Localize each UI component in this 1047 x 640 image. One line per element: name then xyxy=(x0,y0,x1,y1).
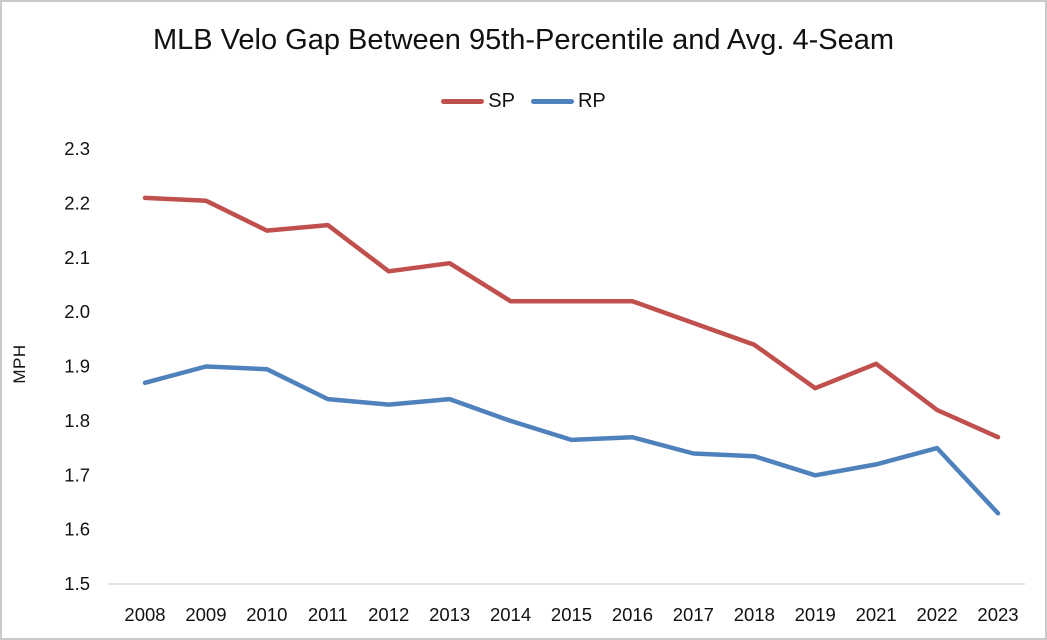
chart-legend: SP RP xyxy=(2,90,1045,113)
y-axis-tick-label: 2.0 xyxy=(64,301,90,322)
x-axis-tick-label: 2014 xyxy=(490,604,531,625)
x-axis-tick-label: 2021 xyxy=(856,604,897,625)
legend-label-sp: SP xyxy=(488,90,515,112)
x-axis-tick-label: 2019 xyxy=(795,604,836,625)
y-axis-tick-label: 2.3 xyxy=(64,138,90,159)
series-line-rp xyxy=(142,364,1001,516)
x-axis-tick-label: 2016 xyxy=(612,604,653,625)
x-axis-tick-label: 2015 xyxy=(551,604,592,625)
legend-item-sp: SP xyxy=(441,90,515,113)
x-axis-tick-label: 2023 xyxy=(977,604,1018,625)
y-axis-tick-label: 1.9 xyxy=(64,356,90,377)
legend-swatch-rp xyxy=(530,99,574,104)
legend-swatch-sp xyxy=(441,99,485,104)
y-axis-tick-label: 1.6 xyxy=(64,519,90,540)
series-line-sp xyxy=(142,195,1001,440)
y-axis-tick-label: 1.5 xyxy=(64,573,90,594)
y-axis-tick-label: 1.8 xyxy=(64,410,90,431)
x-axis-tick-label: 2010 xyxy=(246,604,287,625)
legend-label-rp: RP xyxy=(577,90,606,112)
y-axis-tick-label: 2.2 xyxy=(64,192,90,213)
x-axis-tick-label: 2013 xyxy=(429,604,470,625)
y-axis-tick-label: 1.7 xyxy=(64,464,90,485)
y-axis-tick-label: 2.1 xyxy=(64,247,90,268)
x-axis-tick-label: 2008 xyxy=(124,604,165,625)
x-axis-tick-label: 2018 xyxy=(734,604,775,625)
x-axis-tick-label: 2009 xyxy=(185,604,226,625)
y-axis-title: MPH xyxy=(10,344,29,384)
chart-title: MLB Velo Gap Between 95th-Percentile and… xyxy=(152,24,895,56)
x-axis-tick-label: 2017 xyxy=(673,604,714,625)
legend-item-rp: RP xyxy=(530,90,606,113)
x-axis-tick-label: 2022 xyxy=(916,604,957,625)
x-axis-tick-label: 2012 xyxy=(368,604,409,625)
x-axis-tick-label: 2011 xyxy=(308,604,348,625)
